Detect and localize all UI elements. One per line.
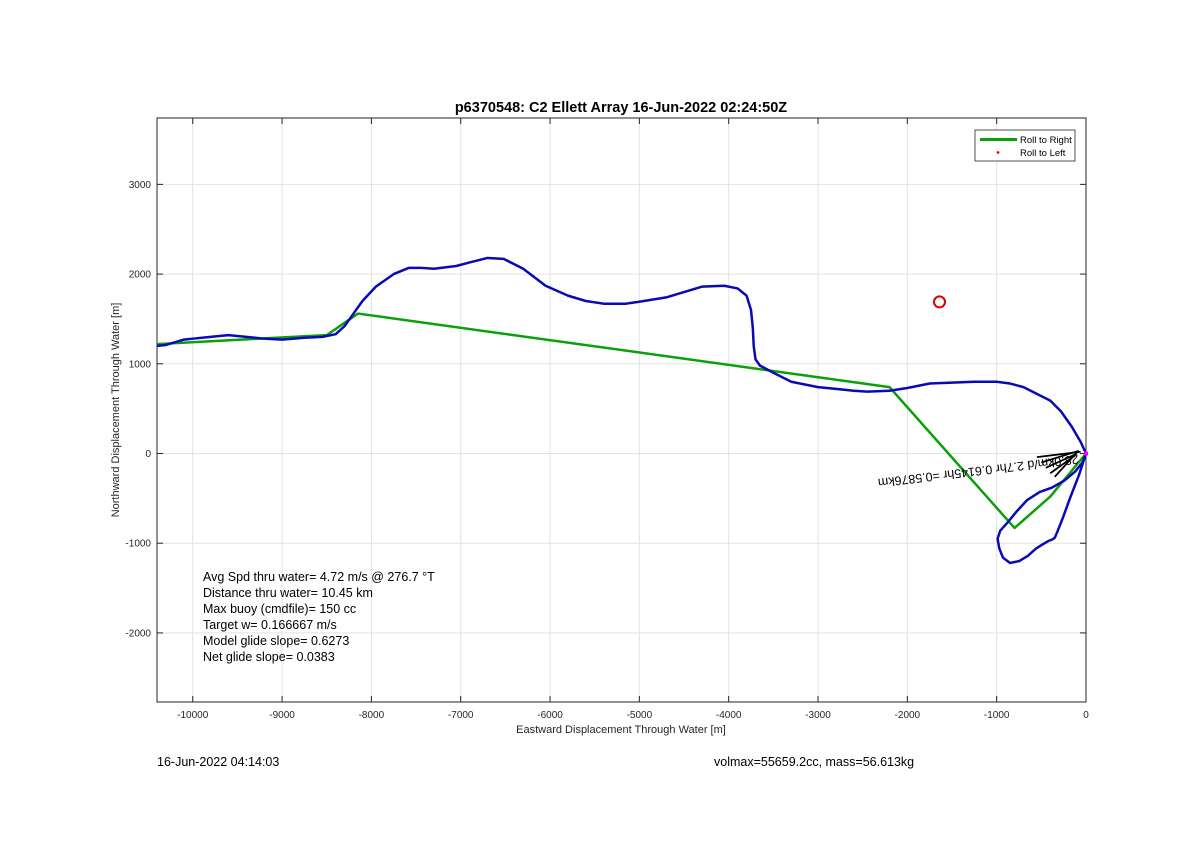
stats-line: Max buoy (cmdfile)= 150 cc <box>203 602 356 616</box>
series-track <box>156 256 1088 565</box>
stats-line: Net glide slope= 0.0383 <box>203 650 335 664</box>
y-tick-label: 3000 <box>129 180 152 191</box>
x-tick-label: -4000 <box>716 710 742 721</box>
y-tick-label: -1000 <box>125 539 151 550</box>
stats-line: Distance thru water= 10.45 km <box>203 586 373 600</box>
footer-timestamp: 16-Jun-2022 04:14:03 <box>157 755 280 769</box>
y-tick-label: 1000 <box>129 359 152 370</box>
x-tick-label: -7000 <box>448 710 474 721</box>
legend-label-roll-left: Roll to Left <box>1020 148 1066 159</box>
x-axis-label: Eastward Displacement Through Water [m] <box>516 724 726 736</box>
stats-line: Avg Spd thru water= 4.72 m/s @ 276.7 °T <box>203 570 435 584</box>
target-circle-marker <box>933 295 947 309</box>
x-tick-label: 0 <box>1083 710 1089 721</box>
x-tick-label: -1000 <box>984 710 1010 721</box>
legend-dot-roll-left <box>996 151 1000 154</box>
x-tick-label: -6000 <box>537 710 563 721</box>
heading-segment <box>1054 456 1074 478</box>
x-tick-label: -2000 <box>895 710 921 721</box>
footer-volmax-mass: volmax=55659.2cc, mass=56.613kg <box>714 755 915 769</box>
legend-box <box>974 129 1076 162</box>
axes-box <box>156 117 1087 703</box>
y-tick-label: -2000 <box>125 628 151 639</box>
legend: Roll to Right Roll to Left <box>974 129 1076 162</box>
plot-area <box>156 256 1088 565</box>
stats-annotations: Avg Spd thru water= 4.72 m/s @ 276.7 °T D… <box>203 570 435 664</box>
axis-ticks: -10000 -9000 -8000 -7000 -6000 -5000 -4000 -300… <box>125 118 1089 721</box>
y-tick-label: 0 <box>145 449 151 460</box>
heading-segment <box>1045 452 1078 469</box>
legend-label-roll-right: Roll to Right <box>1020 135 1072 146</box>
x-tick-label: -8000 <box>359 710 385 721</box>
x-tick-label: -5000 <box>627 710 653 721</box>
x-tick-label: -10000 <box>177 710 209 721</box>
stats-line: Target w= 0.166667 m/s <box>203 618 337 632</box>
origin-marker <box>1084 451 1088 456</box>
stats-line: Model glide slope= 0.6273 <box>203 634 349 648</box>
x-tick-label: -9000 <box>269 710 295 721</box>
x-tick-label: -3000 <box>805 710 831 721</box>
heading-segment <box>1041 449 1080 464</box>
chart-title: p6370548: C2 Ellett Array 16-Jun-2022 02… <box>455 100 787 116</box>
y-tick-label: 2000 <box>129 270 152 281</box>
y-axis-label: Northward Displacement Through Water [m] <box>110 303 122 518</box>
